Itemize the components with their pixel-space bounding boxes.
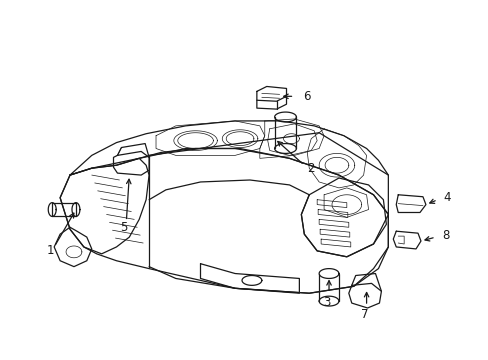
Text: 7: 7 [360, 309, 367, 321]
Text: 6: 6 [303, 90, 310, 103]
Text: 1: 1 [46, 244, 54, 257]
Text: 3: 3 [323, 296, 330, 309]
Text: 8: 8 [441, 229, 448, 242]
Text: 2: 2 [307, 162, 314, 175]
Text: 4: 4 [442, 191, 449, 204]
Text: 5: 5 [120, 221, 127, 234]
